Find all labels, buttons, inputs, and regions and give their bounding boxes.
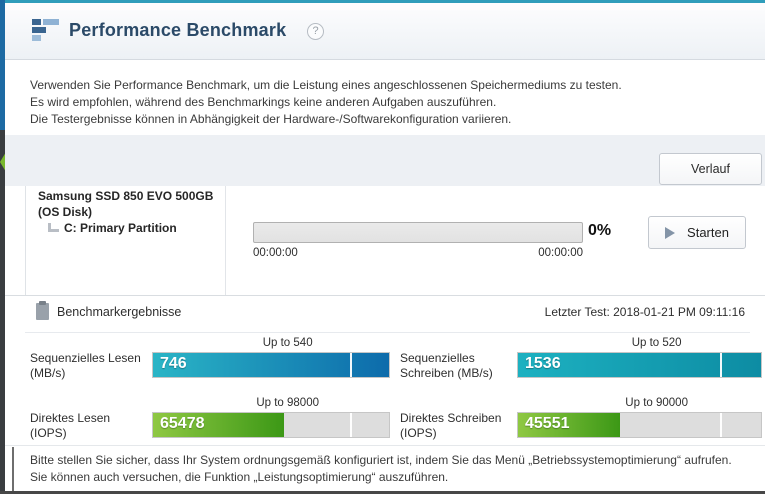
random-write-label: Direktes Schreiben (IOPS) xyxy=(400,411,502,440)
benchmark-bars-icon xyxy=(30,18,60,50)
footer-line-1: Bitte stellen Sie sicher, dass Ihr Syste… xyxy=(30,453,732,467)
page-header: Performance Benchmark ? xyxy=(5,3,765,60)
collapse-arrow-icon[interactable] xyxy=(0,147,9,177)
help-icon[interactable]: ? xyxy=(307,23,324,40)
drive-subname: (OS Disk) xyxy=(38,205,93,219)
results-header-divider xyxy=(25,332,750,333)
intro-text: Verwenden Sie Performance Benchmark, um … xyxy=(30,77,622,128)
intro-line-1: Verwenden Sie Performance Benchmark, um … xyxy=(30,78,622,92)
play-icon xyxy=(665,226,676,239)
section-divider xyxy=(5,295,765,296)
intro-line-2: Es wird empfohlen, während des Benchmark… xyxy=(30,95,497,109)
spec-marker xyxy=(720,413,723,437)
footer-note: Bitte stellen Sie sicher, dass Ihr Syste… xyxy=(30,452,750,486)
drive-name: Samsung SSD 850 EVO 500GB xyxy=(38,189,214,203)
window-edge-bottom xyxy=(0,130,5,494)
benchmark-progress-bar xyxy=(253,222,583,243)
top-accent-line xyxy=(5,0,765,3)
history-button[interactable]: Verlauf xyxy=(659,153,762,185)
footer-line-2: Sie können auch versuchen, die Funktion … xyxy=(30,470,449,484)
seq-write-value: 1536 xyxy=(525,355,561,372)
progress-percent: 0% xyxy=(588,222,612,239)
random-write-spec: Up to 90000 xyxy=(625,397,688,409)
random-read-value: 65478 xyxy=(160,415,205,432)
seq-write-spec: Up to 520 xyxy=(631,337,682,349)
window-edge-artifact xyxy=(12,447,14,491)
seq-read-value: 746 xyxy=(160,355,187,372)
results-title: Benchmarkergebnisse xyxy=(57,305,182,319)
spec-marker xyxy=(720,353,723,377)
seq-read-label: Sequenzielles Lesen (MB/s) xyxy=(30,351,141,380)
seq-read-fill xyxy=(153,353,389,377)
random-read-fill xyxy=(153,413,285,437)
tree-branch-icon xyxy=(48,223,59,232)
random-write-fill xyxy=(518,413,621,437)
clipboard-icon xyxy=(36,301,49,320)
spec-marker xyxy=(349,353,352,377)
random-read-label: Direktes Lesen (IOPS) xyxy=(30,411,111,440)
random-write-value: 45551 xyxy=(525,415,570,432)
start-button[interactable]: Starten xyxy=(648,216,746,249)
seq-write-label: Sequenzielles Schreiben (MB/s) xyxy=(400,351,493,380)
random-read-spec: Up to 98000 xyxy=(256,397,319,409)
last-test-timestamp: Letzter Test: 2018-01-21 PM 09:11:16 xyxy=(544,305,745,319)
toolbar-band xyxy=(5,135,765,186)
page-title: Performance Benchmark xyxy=(69,20,287,40)
remaining-time: 00:00:00 xyxy=(538,247,583,259)
random-write-bar: Up to 90000 45551 xyxy=(517,397,762,439)
random-read-bar: Up to 98000 65478 xyxy=(152,397,390,439)
intro-line-3: Die Testergebnisse können in Abhängigkei… xyxy=(30,112,512,126)
window-edge-top xyxy=(0,0,5,130)
footer-divider xyxy=(5,445,765,446)
drive-item[interactable]: Samsung SSD 850 EVO 500GB (OS Disk) xyxy=(38,188,223,220)
seq-write-bar: Up to 520 1536 xyxy=(517,337,762,379)
seq-read-bar: Up to 540 746 xyxy=(152,337,390,379)
window-bottom-edge xyxy=(0,491,765,494)
partition-label: C: Primary Partition xyxy=(64,221,177,235)
panel-divider xyxy=(225,186,226,295)
seq-read-spec: Up to 540 xyxy=(262,337,313,349)
spec-marker xyxy=(349,413,352,437)
elapsed-time: 00:00:00 xyxy=(253,247,298,259)
